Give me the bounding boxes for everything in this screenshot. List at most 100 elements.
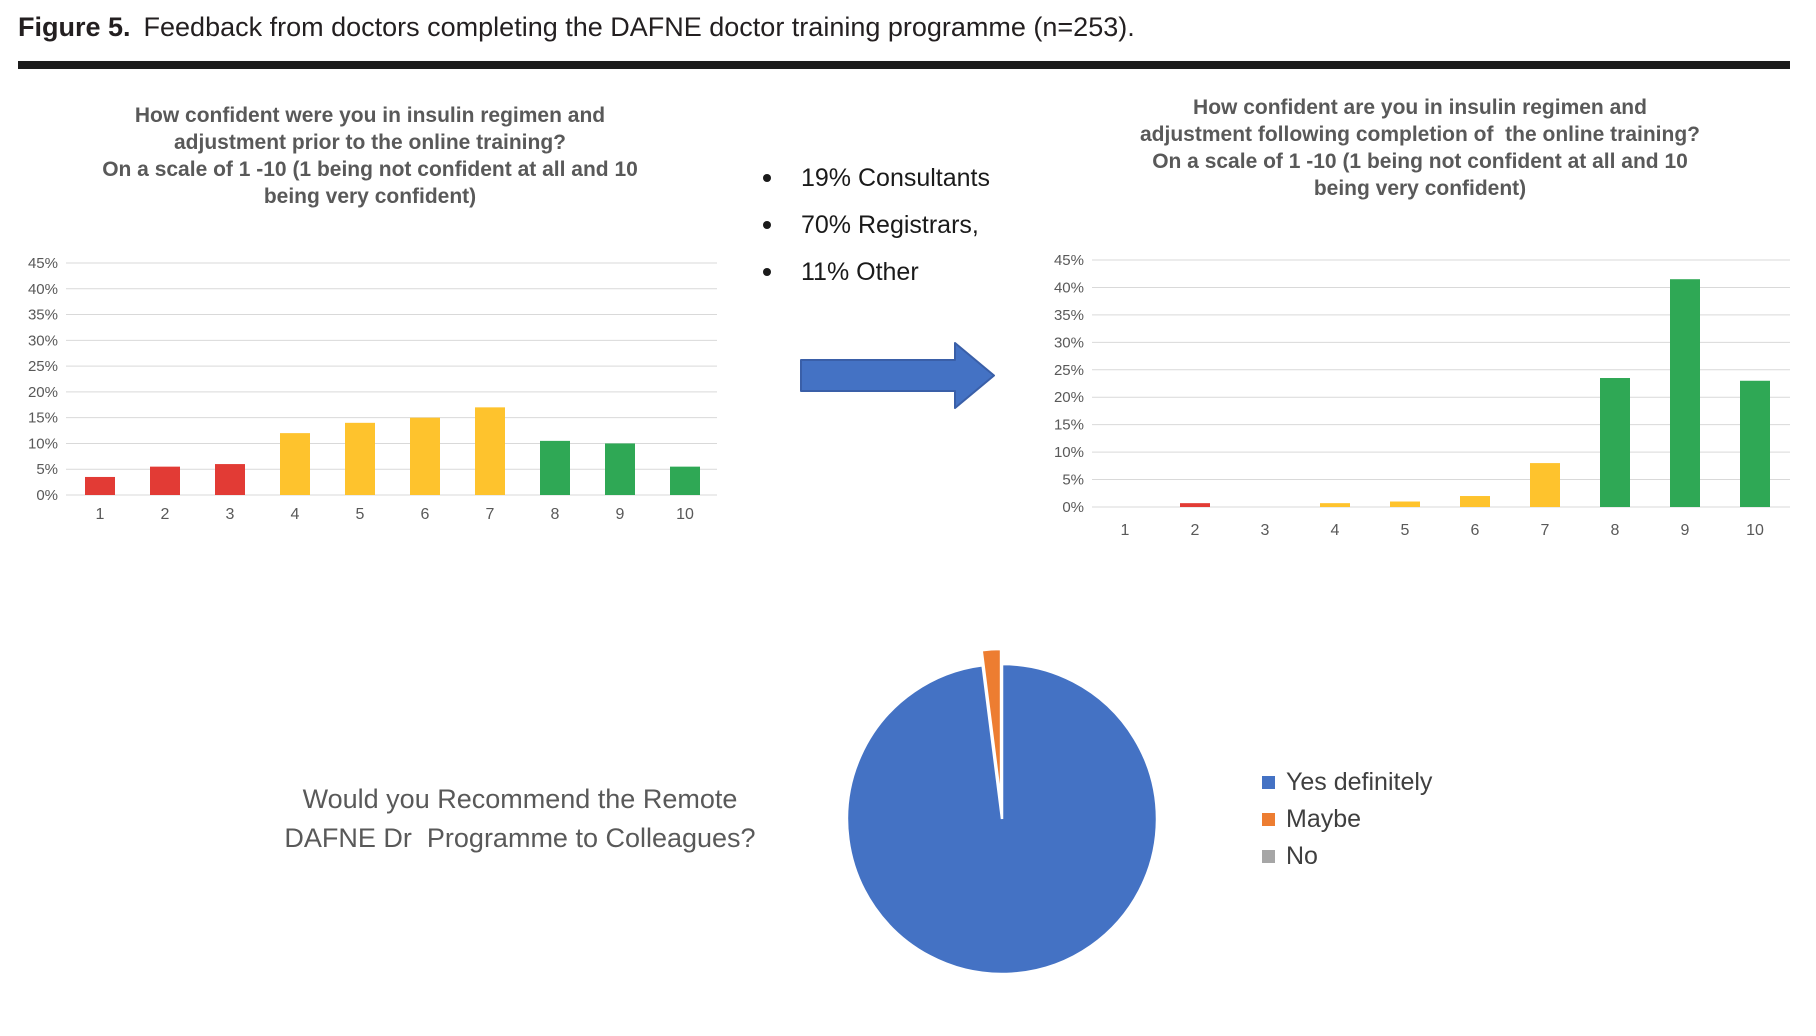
list-item-label: 11% Other: [801, 257, 919, 286]
legend-label: No: [1286, 841, 1318, 870]
x-axis-tick-label: 2: [1191, 522, 1200, 539]
legend-item-yes-definitely: Yes definitely: [1262, 768, 1432, 796]
bar-9: [605, 443, 635, 495]
x-axis-tick-label: 8: [1611, 522, 1620, 539]
bar-5: [1390, 501, 1420, 507]
y-axis-tick-label: 30%: [28, 332, 58, 349]
x-axis-tick-label: 6: [421, 506, 430, 523]
y-axis-tick-label: 15%: [1054, 417, 1084, 434]
bar-5: [345, 422, 375, 495]
bullet-icon: [763, 221, 771, 229]
bar-10: [1740, 380, 1770, 507]
x-axis-tick-label: 9: [1681, 522, 1690, 539]
figure-caption: Figure 5. Feedback from doctors completin…: [18, 12, 1135, 43]
x-axis-tick-label: 5: [1401, 522, 1410, 539]
list-item-label: 70% Registrars,: [801, 210, 979, 239]
right-arrow-icon: [800, 342, 995, 409]
legend-swatch-icon: [1262, 812, 1275, 826]
legend-swatch-icon: [1262, 775, 1275, 789]
x-axis-tick-label: 10: [676, 506, 694, 523]
post-confidence-bar-chart: 0% 5% 10% 15% 20% 25% 30% 35% 40% 45% 1 2 3 4 5 6 7 8 9 10: [1054, 252, 1790, 539]
post-chart-title-line: adjustment following completion of the o…: [1140, 123, 1700, 146]
y-axis-tick-label: 20%: [1054, 389, 1084, 406]
prior-chart-title-line: adjustment prior to the online training?: [174, 131, 566, 154]
y-axis-tick-label: 25%: [28, 358, 58, 375]
y-axis-tick-label: 5%: [1062, 472, 1084, 489]
pie-legend: Yes definitely Maybe No: [1262, 768, 1432, 870]
prior-confidence-bar-chart: 0% 5% 10% 15% 20% 25% 30% 35% 40% 45% 1 2 3 4 5 6 7 8 9 10: [28, 255, 717, 523]
x-axis-tick-label: 6: [1471, 522, 1480, 539]
x-axis-tick-label: 10: [1746, 522, 1764, 539]
list-item: 11% Other: [763, 257, 990, 287]
figure-label: Figure 5.: [18, 12, 131, 42]
y-axis-tick-label: 35%: [28, 307, 58, 324]
x-axis-tick-label: 2: [161, 506, 170, 523]
x-axis-tick-label: 1: [96, 506, 105, 523]
bar-4: [1320, 503, 1350, 507]
legend-item-no: No: [1262, 842, 1432, 870]
post-chart-title: How confident are you in insulin regimen…: [1056, 94, 1784, 202]
y-axis-tick-label: 20%: [28, 384, 58, 401]
y-axis-tick-label: 5%: [36, 461, 58, 478]
respondent-role-list: 19% Consultants 70% Registrars, 11% Othe…: [763, 163, 990, 287]
bullet-icon: [763, 174, 771, 182]
y-axis-tick-label: 45%: [28, 255, 58, 272]
bar-10: [670, 466, 700, 495]
legend-label: Yes definitely: [1286, 767, 1433, 796]
y-axis-tick-label: 40%: [1054, 279, 1084, 296]
x-axis-tick-label: 7: [1541, 522, 1550, 539]
bullet-icon: [763, 268, 771, 276]
bar-2: [1180, 503, 1210, 507]
list-item: 19% Consultants: [763, 163, 990, 193]
recommend-question-line: Would you Recommend the Remote: [302, 784, 738, 814]
x-axis-tick-label: 4: [1331, 522, 1340, 539]
bar-8: [540, 440, 570, 495]
y-axis-tick-label: 25%: [1054, 362, 1084, 379]
bar-4: [280, 433, 310, 495]
recommend-question: Would you Recommend the Remote DAFNE Dr …: [228, 780, 812, 858]
x-axis-tick-label: 7: [486, 506, 495, 523]
figure-caption-text: Feedback from doctors completing the DAF…: [143, 12, 1135, 42]
bar-7: [1530, 463, 1560, 507]
legend-item-maybe: Maybe: [1262, 805, 1432, 833]
bar-7: [475, 407, 505, 495]
recommend-pie-chart: [845, 647, 1159, 976]
legend-swatch-icon: [1262, 849, 1275, 863]
bar-9: [1670, 279, 1700, 507]
post-chart-title-line: How confident are you in insulin regimen…: [1193, 96, 1647, 119]
y-axis-tick-label: 40%: [28, 281, 58, 298]
bar-6: [1460, 496, 1490, 507]
x-axis-tick-label: 8: [551, 506, 560, 523]
pie-slice-maybe: [980, 647, 1003, 805]
pie-slice-yes-definitely: [845, 662, 1159, 976]
x-axis-tick-label: 3: [226, 506, 235, 523]
y-axis-tick-label: 45%: [1054, 252, 1084, 269]
y-axis-tick-label: 35%: [1054, 307, 1084, 324]
y-axis-tick-label: 10%: [1054, 444, 1084, 461]
y-axis-tick-label: 0%: [36, 487, 58, 504]
recommend-question-line: DAFNE Dr Programme to Colleagues?: [284, 823, 756, 853]
list-item: 70% Registrars,: [763, 210, 990, 240]
x-axis-tick-label: 4: [291, 506, 300, 523]
y-axis-tick-label: 15%: [28, 410, 58, 427]
post-chart-title-line: On a scale of 1 -10 (1 being not confide…: [1152, 150, 1688, 173]
x-axis-tick-label: 5: [356, 506, 365, 523]
bar-8: [1600, 378, 1630, 507]
bar-6: [410, 417, 440, 495]
legend-label: Maybe: [1286, 804, 1362, 833]
post-chart-title-line: being very confident): [1313, 177, 1527, 200]
bar-1: [85, 476, 115, 495]
y-axis-tick-label: 10%: [28, 435, 58, 452]
bar-2: [150, 466, 180, 495]
bar-3: [215, 464, 245, 495]
y-axis-tick-label: 30%: [1054, 334, 1084, 351]
caption-divider: [18, 61, 1790, 69]
prior-chart-title-line: On a scale of 1 -10 (1 being not confide…: [102, 158, 638, 181]
prior-chart-title: How confident were you in insulin regime…: [40, 102, 700, 210]
list-item-label: 19% Consultants: [801, 163, 991, 192]
x-axis-tick-label: 9: [616, 506, 625, 523]
x-axis-tick-label: 3: [1261, 522, 1270, 539]
prior-chart-title-line: being very confident): [263, 185, 477, 208]
y-axis-tick-label: 0%: [1062, 499, 1084, 516]
